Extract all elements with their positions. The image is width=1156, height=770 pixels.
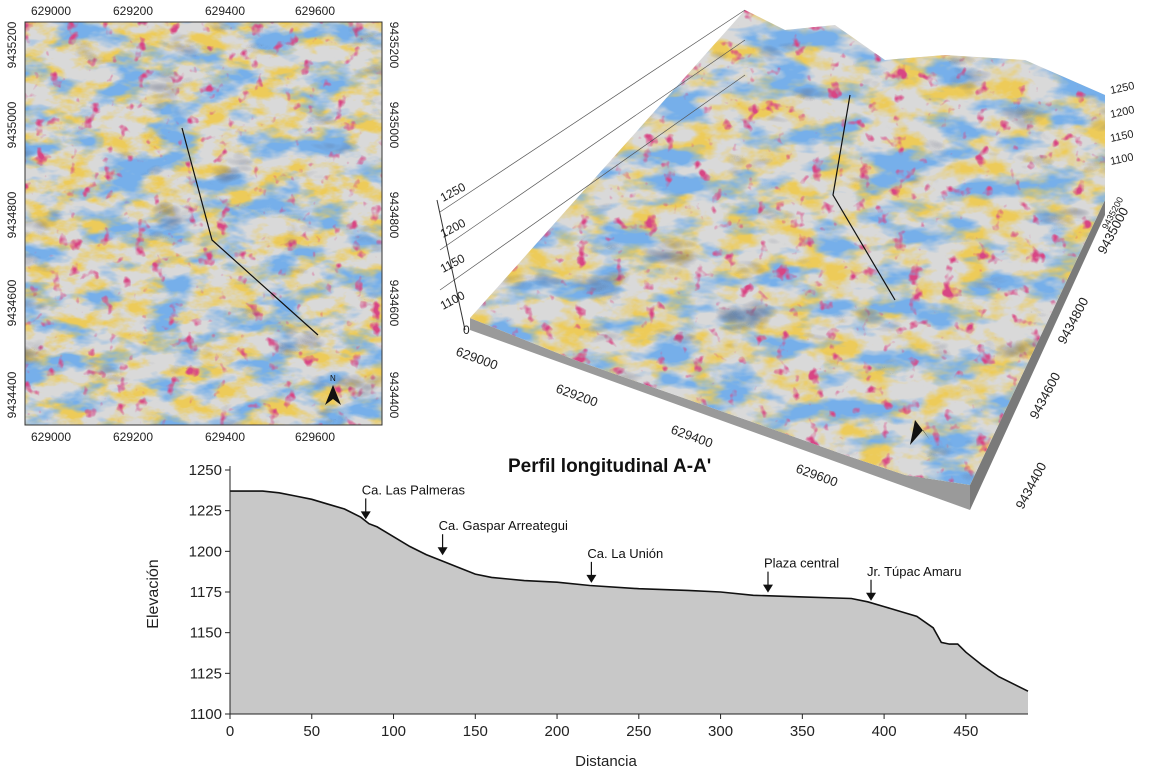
annotation-arrowhead (360, 511, 371, 520)
x-tick-label: 300 (708, 723, 733, 740)
map-y-tick-left: 9435200 (5, 21, 19, 68)
map-x-tick-bottom: 629400 (205, 430, 245, 444)
svg-text:N: N (330, 374, 336, 383)
map-x-tick-bottom: 629200 (113, 430, 153, 444)
x-tick-label: 350 (790, 723, 815, 740)
chart-title: Perfil longitudinal A-A' (508, 456, 711, 477)
z-tick-left: 1250 (438, 180, 468, 205)
annotation-arrowhead (437, 547, 448, 556)
x-tick-label: 150 (463, 723, 488, 740)
z-tick-left: 1100 (438, 288, 468, 313)
map-y-tick-left: 9434600 (5, 279, 19, 326)
y-tick-label: 1125 (190, 665, 222, 682)
annotation-label: Ca. Gaspar Arreategui (439, 518, 568, 533)
z-tick-right: 1150 (1109, 128, 1135, 145)
y-tick-label: 1250 (189, 462, 222, 479)
z-tick-left: 1200 (438, 216, 468, 241)
x-tick-label: 50 (303, 723, 320, 740)
map-x-tick-top: 629600 (295, 4, 335, 18)
map-x-tick-top: 629000 (31, 4, 71, 18)
y-tick-3d: 9434600 (1026, 370, 1063, 422)
map-y-tick-right: 9434600 (387, 280, 401, 327)
x-tick-label: 100 (381, 723, 406, 740)
longitudinal-profile-chart: Perfil longitudinal A-A' 1100 1125 1150 117… (145, 456, 1029, 770)
x-axis-title: Distancia (575, 753, 637, 770)
map-y-tick-left: 9435000 (5, 101, 19, 148)
annotation-arrowhead (762, 584, 773, 593)
block-front-wall (470, 318, 970, 510)
map-y-tick-right: 9435200 (387, 22, 401, 69)
annotation-label: Ca. La Unión (587, 546, 663, 561)
block-right-wall (970, 200, 1105, 510)
annotation-label: Plaza central (764, 556, 839, 571)
map-x-tick-top: 629400 (205, 4, 245, 18)
x-tick-3d: 629400 (669, 422, 715, 451)
north-arrow-icon: N (325, 374, 341, 405)
x-tick-3d: 629200 (554, 381, 600, 410)
y-tick-label: 1225 (189, 503, 222, 520)
profile-line (230, 490, 1029, 692)
x-tick-label: 0 (226, 723, 234, 740)
z-tick-right: 1250 (1109, 80, 1135, 97)
north-arrow-3d-icon (910, 420, 930, 445)
annotation-label: Jr. Túpac Amaru (867, 564, 961, 579)
y-tick-label: 1100 (190, 706, 222, 723)
map-y-tick-left: 9434800 (5, 191, 19, 238)
z-tick-right: 1100 (1109, 151, 1135, 168)
map-y-tick-right: 9435000 (387, 102, 401, 149)
annotation-arrowhead (866, 592, 877, 601)
y-tick-label: 1150 (190, 625, 222, 642)
z-tick-right: 1200 (1109, 104, 1135, 121)
y-axis-title: Elevación (145, 559, 162, 628)
annotation-label: Ca. Las Palmeras (362, 482, 466, 497)
x-tick-label: 250 (626, 723, 651, 740)
plan-view-map: N 629000 629200 629400 629600 629000 629200 6… (5, 4, 401, 444)
x-tick-label: 400 (872, 723, 897, 740)
z-zero-label: 0 (463, 323, 470, 337)
x-tick-label: 450 (953, 723, 978, 740)
y-tick-label: 1175 (190, 584, 222, 601)
map-x-tick-bottom: 629600 (295, 430, 335, 444)
map-y-tick-right: 9434400 (387, 372, 401, 419)
map-x-tick-top: 629200 (113, 4, 153, 18)
map-x-tick-bottom: 629000 (31, 430, 71, 444)
map-y-tick-left: 9434400 (5, 371, 19, 418)
map-y-tick-right: 9434800 (387, 192, 401, 239)
profile-line-a-a (181, 127, 319, 336)
annotation-arrowhead (586, 574, 597, 583)
x-tick-label: 200 (545, 723, 570, 740)
x-tick-3d: 629000 (454, 344, 500, 373)
profile-area (230, 491, 1028, 714)
y-tick-label: 1200 (189, 543, 222, 560)
